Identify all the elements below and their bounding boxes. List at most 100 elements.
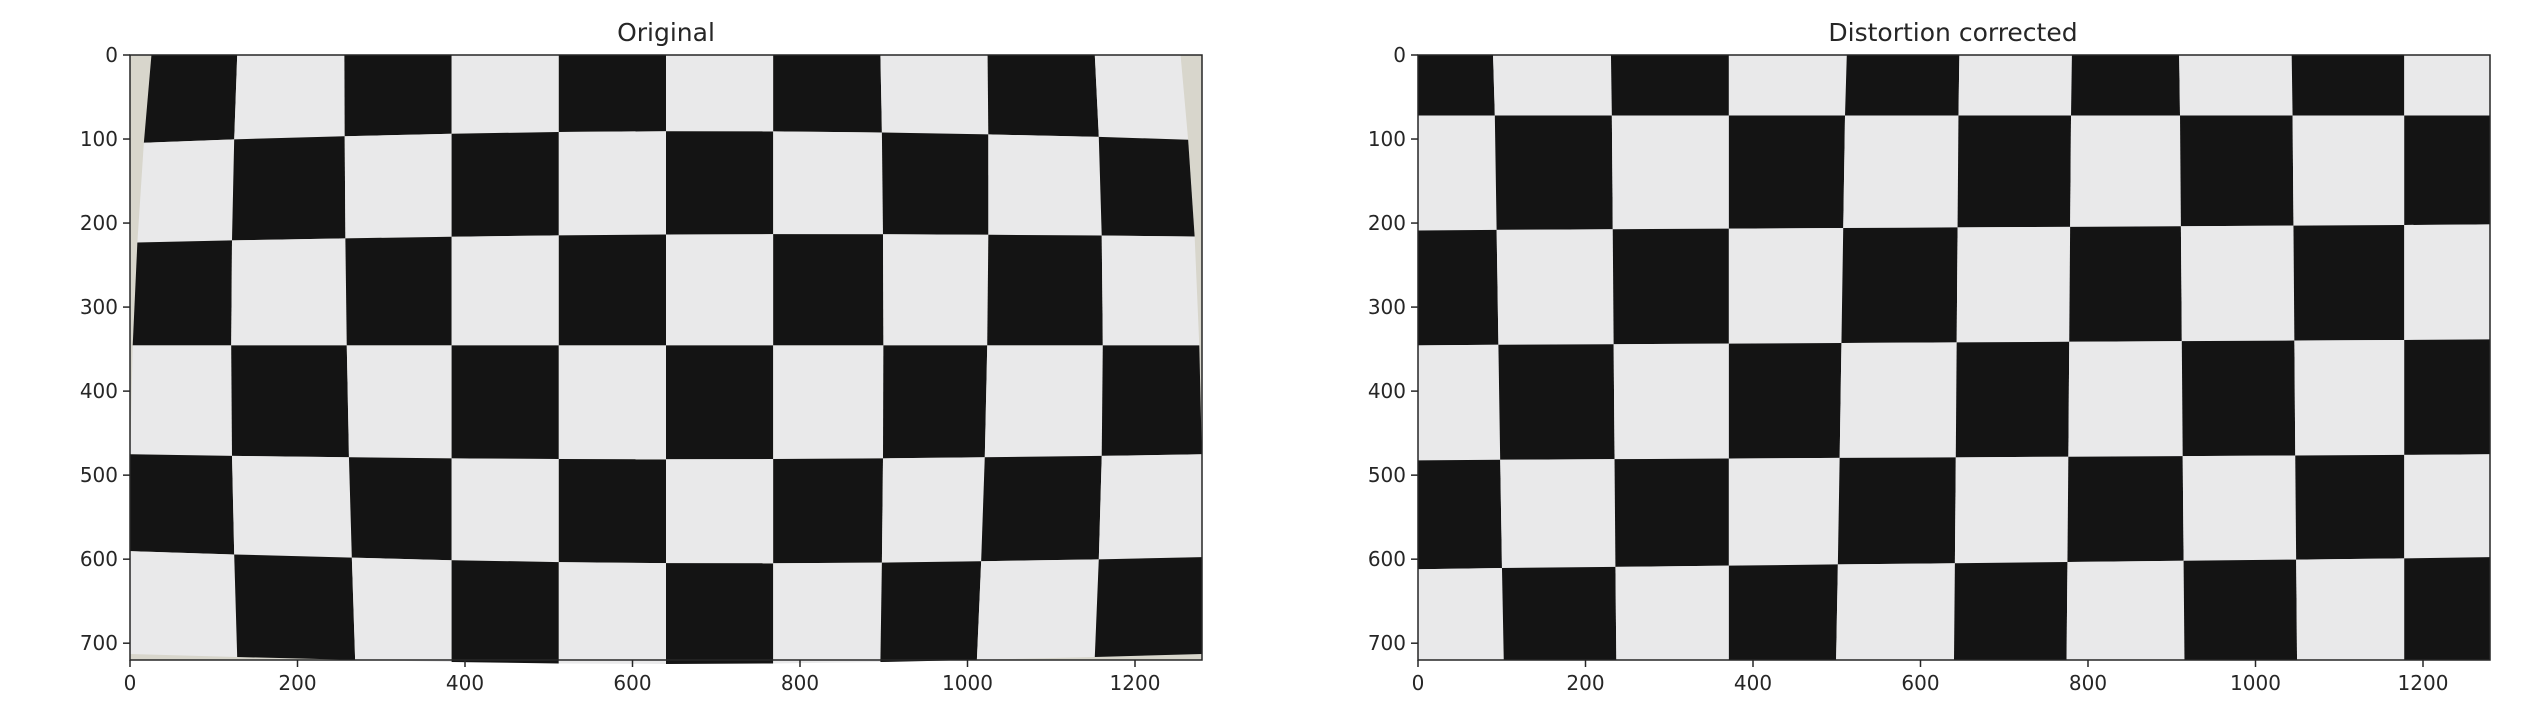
dark-square [1094, 557, 1203, 658]
dark-square [2404, 115, 2490, 226]
light-square [2404, 55, 2490, 116]
light-square [2068, 341, 2183, 457]
light-square [1418, 115, 1497, 231]
light-square [2296, 558, 2405, 660]
dark-square [1614, 458, 1729, 567]
light-square [1615, 565, 1729, 660]
dark-square [2295, 454, 2405, 560]
dark-square [987, 55, 1099, 137]
x-tick-label: 200 [278, 671, 316, 695]
dark-square [666, 563, 774, 664]
dark-square [2069, 226, 2182, 342]
light-square [130, 345, 233, 456]
x-tick-label: 800 [2069, 671, 2107, 695]
light-square [2294, 339, 2405, 456]
x-tick-label: 0 [124, 671, 137, 695]
y-tick-label: 200 [1368, 211, 1406, 235]
dark-square [132, 240, 233, 346]
light-square [351, 557, 452, 663]
light-square [232, 455, 352, 558]
dark-square [451, 560, 559, 664]
x-tick-label: 1200 [2398, 671, 2449, 695]
x-tick-label: 600 [613, 671, 651, 695]
panel-title: Distortion corrected [1828, 18, 2077, 47]
axes-frame [1417, 54, 2491, 661]
dark-square [1845, 55, 1960, 116]
x-tick-label: 1000 [942, 671, 993, 695]
light-square [1839, 342, 1957, 458]
dark-square [231, 345, 349, 458]
light-square [1500, 459, 1616, 569]
dark-square [773, 55, 882, 133]
dark-square [1612, 228, 1729, 345]
y-tick-label: 300 [80, 295, 118, 319]
y-tick-label: 500 [80, 463, 118, 487]
x-tick-label: 200 [1566, 671, 1604, 695]
light-square [1496, 229, 1614, 345]
dark-square [773, 234, 884, 346]
light-square [1954, 456, 2069, 564]
light-square [1613, 343, 1729, 460]
dark-square [2291, 55, 2405, 116]
dark-square [1841, 227, 1958, 343]
light-square [666, 55, 774, 132]
light-square [880, 55, 989, 135]
y-tick-label: 700 [80, 631, 118, 655]
light-square [1728, 457, 1840, 566]
light-square [346, 345, 452, 459]
dark-square [981, 455, 1102, 562]
dark-square [1957, 115, 2072, 228]
light-square [773, 345, 884, 460]
light-square [2292, 115, 2405, 226]
dark-square [558, 234, 666, 346]
dark-square [880, 561, 982, 663]
light-square [881, 457, 985, 563]
dark-square [1954, 561, 2068, 660]
dark-square [666, 345, 774, 460]
y-tick-label: 100 [80, 127, 118, 151]
x-tick-label: 1000 [2230, 671, 2281, 695]
y-tick-label: 500 [1368, 463, 1406, 487]
light-square [1418, 344, 1501, 461]
dark-square [345, 236, 452, 346]
light-square [1493, 55, 1612, 116]
dark-square [882, 345, 988, 459]
dark-square [1494, 115, 1613, 230]
light-square [558, 131, 666, 236]
light-square [1843, 115, 1959, 229]
dark-square [1098, 136, 1195, 237]
y-tick-label: 600 [80, 547, 118, 571]
y-tick-label: 600 [1368, 547, 1406, 571]
light-square [976, 559, 1099, 660]
dark-square [2183, 559, 2298, 660]
light-square [2182, 455, 2297, 561]
light-square [129, 551, 238, 658]
dark-square [451, 132, 559, 237]
light-square [2404, 454, 2490, 559]
y-tick-label: 300 [1368, 295, 1406, 319]
corrected-checkerboard-image [1418, 55, 2490, 660]
light-square [1611, 115, 1729, 230]
dark-square [558, 55, 666, 133]
x-tick-label: 600 [1901, 671, 1939, 695]
light-square [2180, 225, 2295, 342]
y-tick-label: 400 [1368, 379, 1406, 403]
dark-square [1418, 459, 1502, 570]
dark-square [666, 131, 774, 235]
dark-square [129, 454, 235, 555]
dark-square [881, 132, 989, 235]
y-tick-label: 0 [1393, 43, 1406, 67]
x-tick-label: 0 [1412, 671, 1425, 695]
dark-square [773, 458, 883, 564]
dark-square [1728, 564, 1838, 660]
light-square [234, 55, 345, 140]
light-square [666, 459, 774, 564]
light-square [2070, 115, 2181, 227]
panel-original: Original 0 200 400 600 800 1000 1200 0 100 200 300… [80, 18, 1203, 695]
light-square [1098, 454, 1203, 560]
dark-square [234, 554, 356, 660]
light-square [1728, 55, 1847, 116]
dark-square [1418, 55, 1495, 116]
light-square [1836, 563, 1955, 660]
